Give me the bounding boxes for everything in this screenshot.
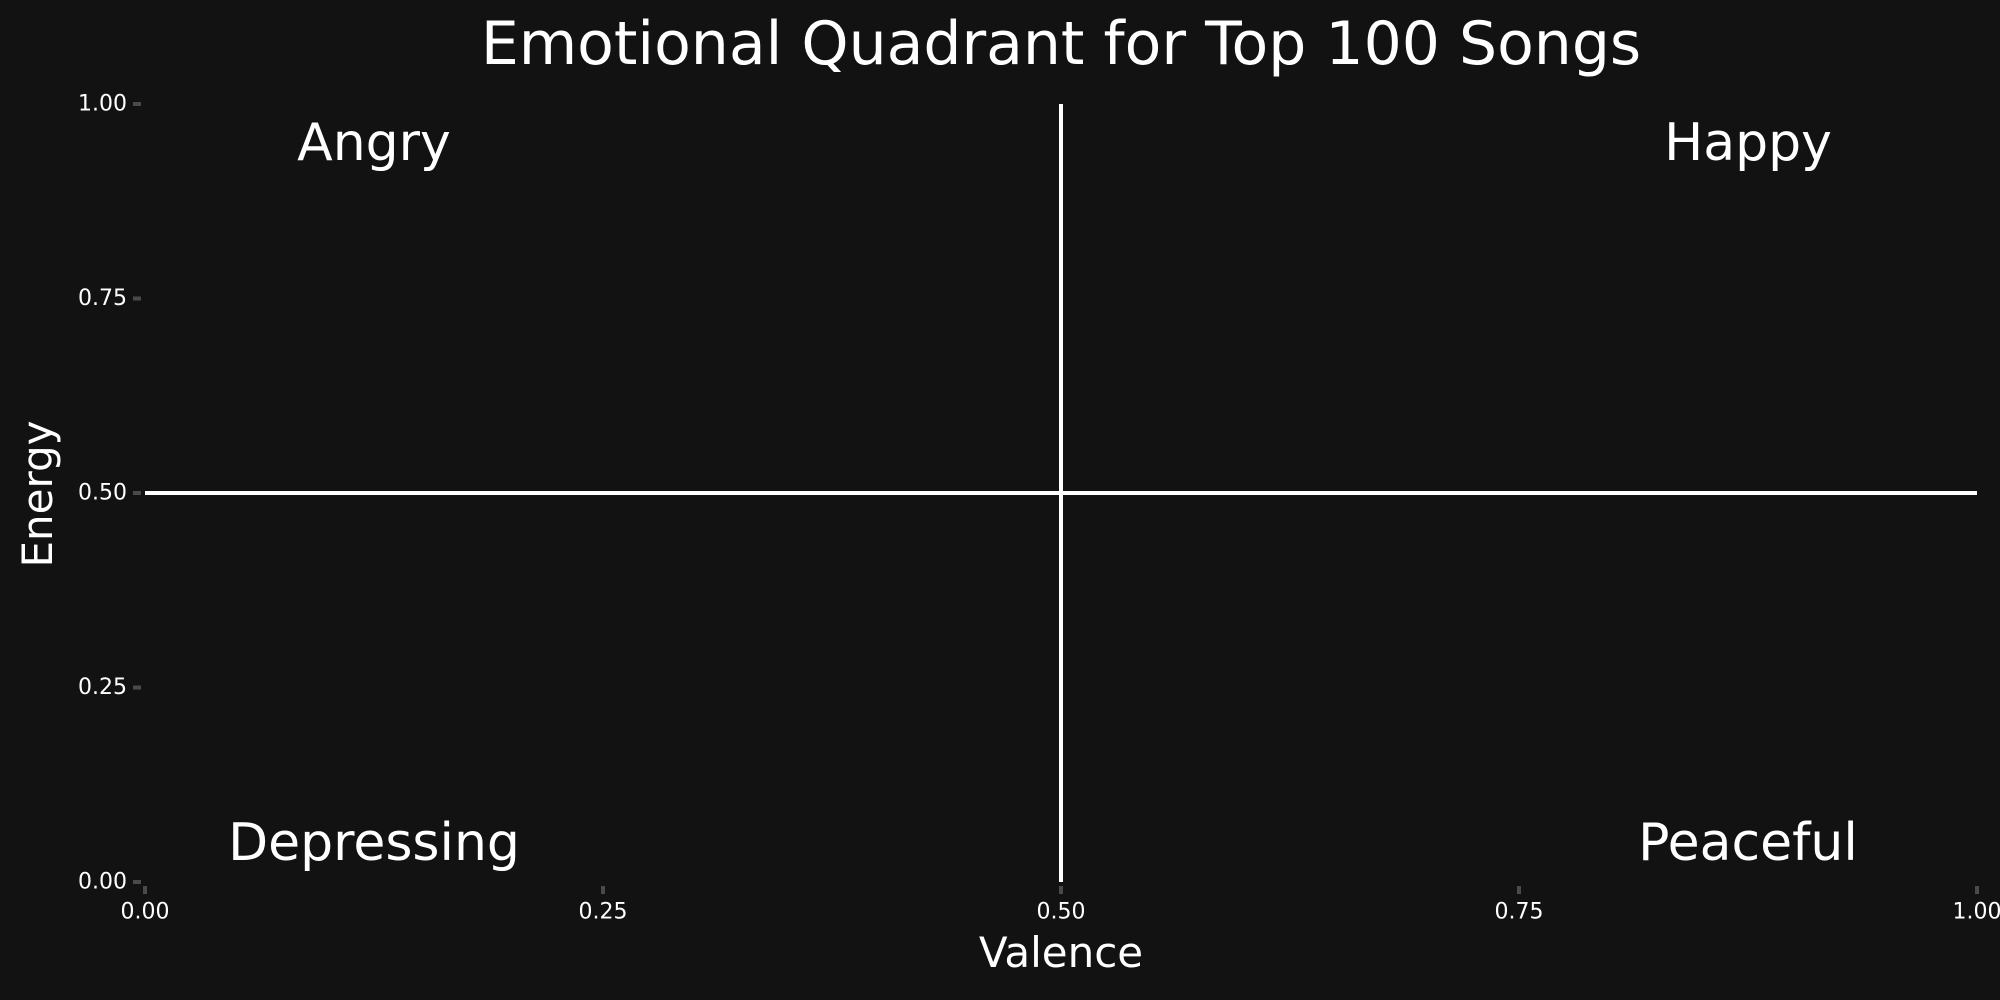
y-tick-label: 0.25: [78, 675, 127, 700]
y-tick-label: 0.50: [78, 481, 127, 506]
x-tick-label: 0.25: [579, 900, 628, 925]
x-tick-label: 0.00: [121, 900, 170, 925]
x-axis-title: Valence: [979, 928, 1143, 977]
quadrant-label-peaceful: Peaceful: [1638, 813, 1858, 873]
y-tick-label: 0.75: [78, 286, 127, 311]
x-tick-label: 0.75: [1495, 900, 1544, 925]
plot-area: 0.00 0.25 0.50 0.75 1.00 0.00 0.25 0.50 0.75 1.00…: [78, 92, 2000, 925]
y-tick-label: 1.00: [78, 92, 127, 117]
x-tick-label: 0.50: [1037, 900, 1086, 925]
chart-title: Emotional Quadrant for Top 100 Songs: [481, 9, 1641, 79]
quadrant-label-depressing: Depressing: [228, 813, 520, 873]
y-tick-label: 0.00: [78, 870, 127, 895]
y-axis-title: Energy: [13, 420, 62, 567]
quadrant-label-happy: Happy: [1664, 113, 1832, 173]
quadrant-label-angry: Angry: [297, 113, 451, 173]
x-tick-label: 1.00: [1953, 900, 2000, 925]
